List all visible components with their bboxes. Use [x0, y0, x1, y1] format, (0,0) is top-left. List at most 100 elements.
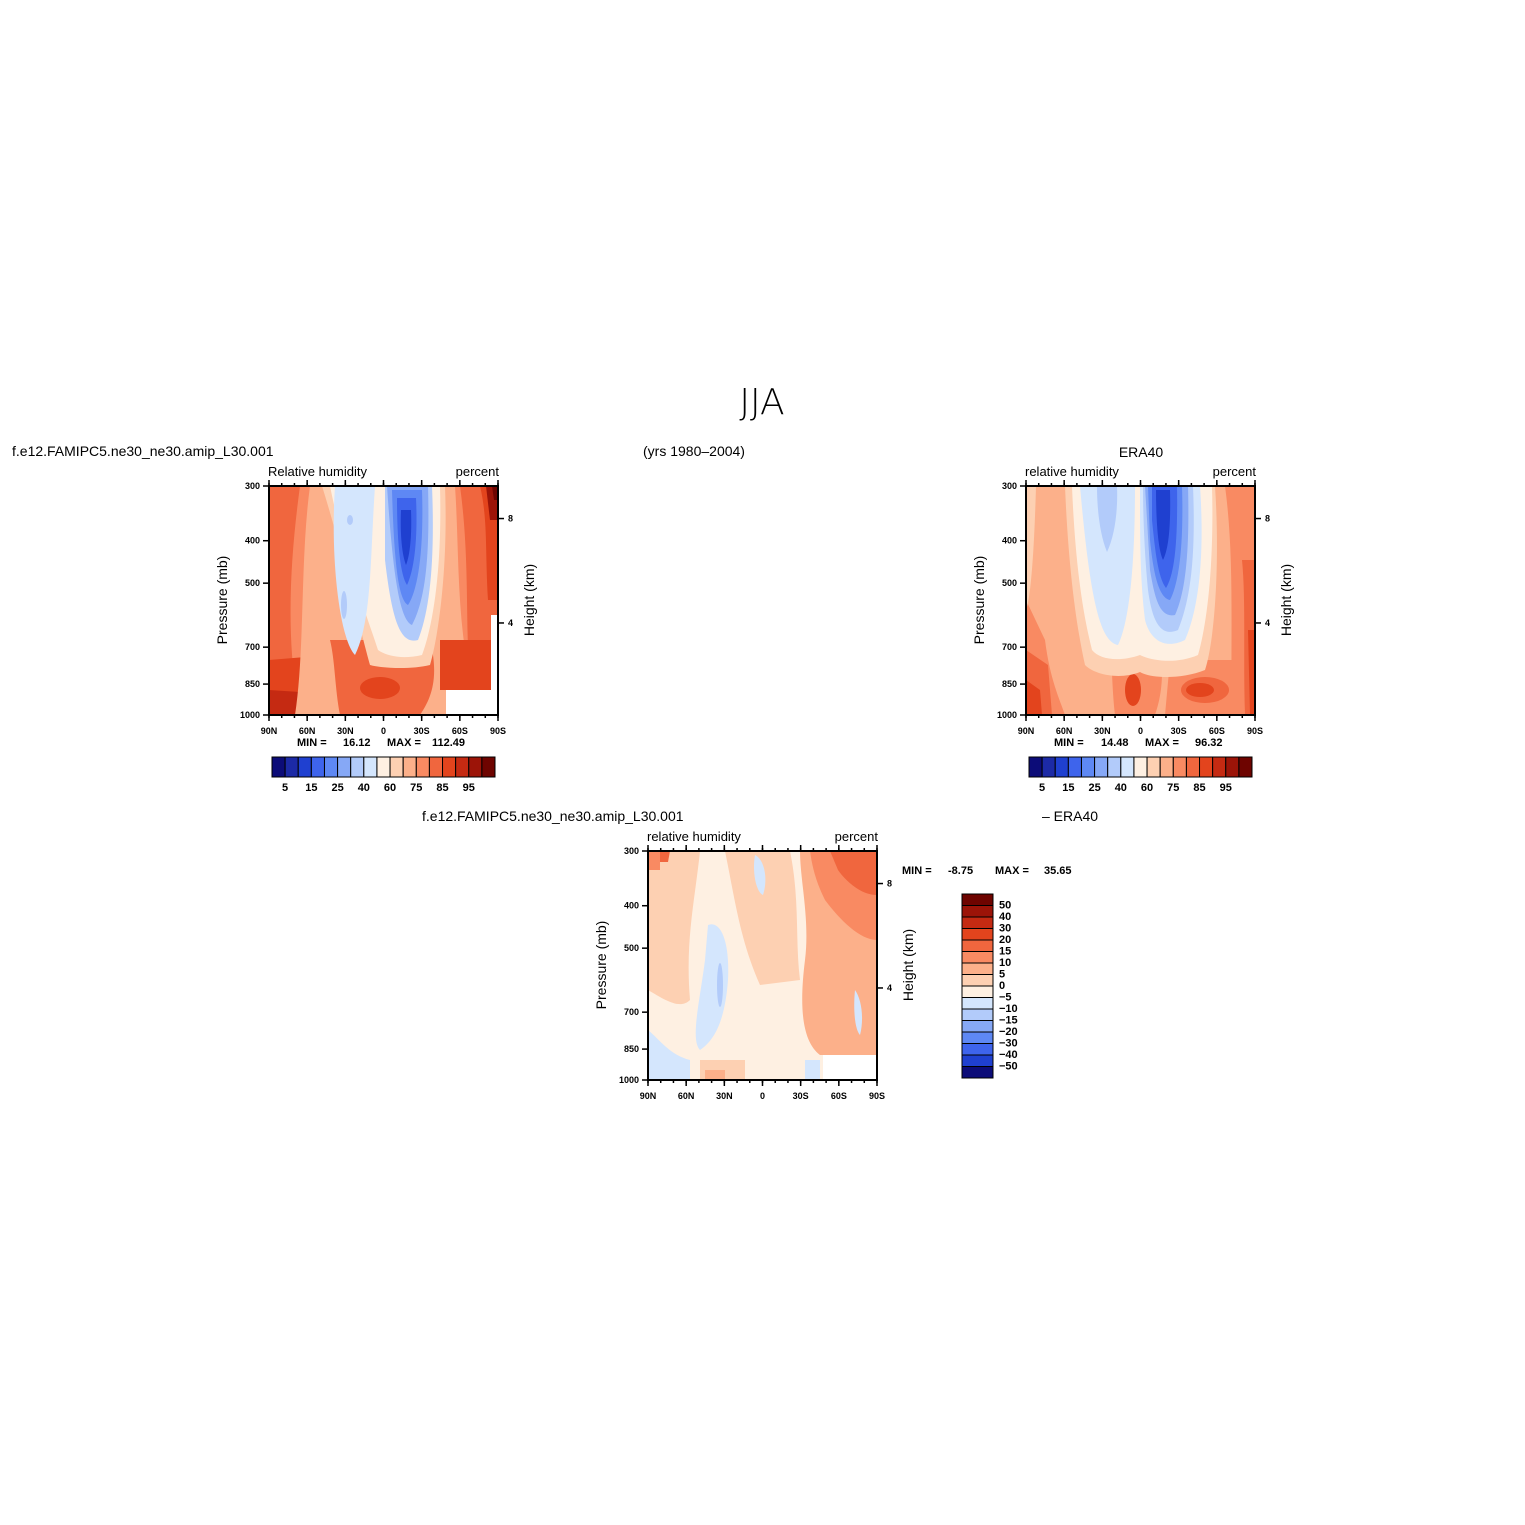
colorbar-swatch	[961, 928, 994, 941]
colorbar-swatch	[961, 962, 994, 975]
panel-obs: relative humidity percent	[971, 464, 1294, 794]
y-tick-label: 850	[1002, 679, 1017, 689]
colorbar-swatch	[961, 916, 994, 929]
x-tick-label: 90S	[490, 726, 506, 736]
panel-diff-max-label: MAX =	[995, 865, 1029, 877]
panel-diff-y2label: Height (km)	[900, 929, 916, 1001]
panel-diff-variable: relative humidity	[647, 829, 741, 844]
colorbar-swatch	[1172, 756, 1187, 778]
colorbar-swatch	[455, 756, 470, 778]
colorbar-swatch	[961, 1066, 994, 1079]
y-tick-label: 300	[245, 481, 260, 491]
colorbar-swatch	[1107, 756, 1122, 778]
x-tick-label: 30S	[414, 726, 430, 736]
colorbar-label: −15	[999, 1015, 1018, 1027]
colorbar-label: −10	[999, 1003, 1018, 1015]
colorbar-swatch	[389, 756, 404, 778]
colorbar-swatch	[415, 756, 430, 778]
colorbar-swatch	[961, 1031, 994, 1044]
colorbar-label: 40	[358, 782, 370, 794]
y-tick-label: 500	[624, 943, 639, 953]
x-tick-label: 90N	[1018, 726, 1035, 736]
y-tick-label: 500	[245, 578, 260, 588]
colorbar-swatch	[310, 756, 325, 778]
colorbar-label: 95	[463, 782, 475, 794]
y2-tick-label: 4	[1265, 618, 1270, 628]
colorbar-label: 85	[436, 782, 448, 794]
panel-obs-axes: 90N 60N 30N 0 30S 60S 90S 300 400 500 700 850 1000 8 4	[997, 480, 1270, 736]
x-tick-label: 30S	[1171, 726, 1187, 736]
colorbar-label: 15	[305, 782, 317, 794]
colorbar-swatch	[323, 756, 339, 778]
colorbar-label: 40	[1115, 782, 1127, 794]
panel-model-y2label: Height (km)	[521, 564, 537, 636]
colorbar-label: 0	[999, 980, 1005, 992]
panel-model-field	[269, 486, 498, 715]
colorbar-label: 50	[999, 900, 1011, 912]
panel-obs-min-label: MIN =	[1054, 737, 1084, 749]
x-tick-label: 60S	[1209, 726, 1225, 736]
panel-obs-variable: relative humidity	[1025, 464, 1119, 479]
y-tick-label: 1000	[997, 710, 1017, 720]
x-tick-label: 60N	[299, 726, 316, 736]
diff-case-label: f.e12.FAMIPC5.ne30_ne30.amip_L30.001	[422, 808, 684, 824]
x-tick-label: 0	[760, 1091, 765, 1101]
colorbar-label: 5	[282, 782, 288, 794]
y-tick-label: 1000	[619, 1075, 639, 1085]
colorbar-label: 10	[999, 957, 1011, 969]
panel-model-max-value: 112.49	[432, 737, 465, 749]
colorbar-swatch	[1159, 756, 1174, 778]
panel-diff-min-value: -8.75	[948, 865, 973, 877]
colorbar-swatch	[961, 997, 994, 1010]
colorbar-swatch	[1067, 756, 1082, 778]
x-tick-label: 30N	[337, 726, 354, 736]
colorbar-swatch	[1199, 756, 1214, 778]
colorbar-swatch	[363, 756, 378, 778]
colorbar-label: 15	[1062, 782, 1074, 794]
panel-obs-field	[1026, 486, 1255, 715]
colorbar-swatch	[1238, 756, 1253, 778]
colorbar-swatch	[961, 985, 994, 998]
colorbar-label: 85	[1193, 782, 1205, 794]
y-tick-label: 850	[624, 1044, 639, 1054]
y-tick-label: 700	[624, 1007, 639, 1017]
y-tick-label: 400	[1002, 536, 1017, 546]
panel-model-min-value: 16.12	[343, 737, 371, 749]
x-tick-label: 90S	[869, 1091, 885, 1101]
figure-title: JJA	[739, 382, 784, 423]
y2-tick-label: 8	[1265, 514, 1270, 524]
years-label: (yrs 1980–2004)	[643, 443, 745, 459]
panel-obs-max-value: 96.32	[1195, 737, 1223, 749]
colorbar-label: 25	[1088, 782, 1100, 794]
panel-obs-max-label: MAX =	[1145, 737, 1179, 749]
colorbar-swatch	[1094, 756, 1109, 778]
y-tick-label: 300	[624, 846, 639, 856]
panel-model: Relative humidity percent	[214, 464, 537, 794]
x-tick-label: 60N	[1056, 726, 1073, 736]
colorbar-swatch	[961, 1008, 994, 1021]
colorbar-swatch	[271, 756, 286, 778]
panel-model-units: percent	[456, 464, 500, 479]
colorbar-swatch	[376, 756, 391, 778]
panel-model-variable: Relative humidity	[268, 464, 367, 479]
colorbar-label: −30	[999, 1038, 1018, 1050]
colorbar-label: −5	[999, 992, 1012, 1004]
colorbar-swatch	[1120, 756, 1135, 778]
colorbar-swatch	[961, 951, 994, 964]
colorbar-swatch	[1133, 756, 1148, 778]
colorbar-swatch	[1225, 756, 1240, 778]
colorbar-label: 75	[1167, 782, 1179, 794]
y2-tick-label: 8	[508, 514, 513, 524]
colorbar-swatch	[442, 756, 457, 778]
colorbar-label: 5	[1039, 782, 1045, 794]
y-tick-label: 300	[1002, 481, 1017, 491]
y-tick-label: 400	[245, 536, 260, 546]
x-tick-label: 60N	[678, 1091, 695, 1101]
panel-diff-min-label: MIN =	[902, 865, 932, 877]
colorbar-label: 20	[999, 934, 1011, 946]
colorbar-swatch	[961, 939, 994, 952]
x-tick-label: 90N	[261, 726, 278, 736]
panel-model-min-label: MIN =	[297, 737, 327, 749]
colorbar-label: 60	[1141, 782, 1153, 794]
